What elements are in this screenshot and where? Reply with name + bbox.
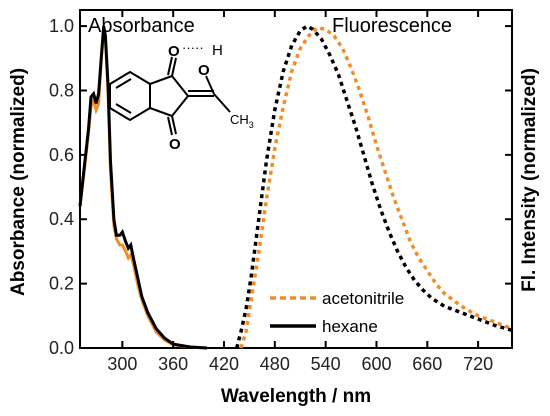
benzene-inner-bond [115,78,132,89]
series-line-fluorescence-hexane [235,24,513,349]
carbonyl-bond-top [171,57,177,77]
x-tick-label: 540 [311,354,341,374]
benzene-inner-bond [115,103,132,114]
y-tick-label: 0.6 [49,145,74,165]
plot-frame [79,9,513,349]
x-tick-label: 600 [361,354,391,374]
carbonyl-bond-bottom [167,116,173,136]
x-tick-label: 720 [463,354,493,374]
enol-bond [205,75,215,95]
x-tick-label: 480 [260,354,290,374]
fluorescence-annotation: Fluorescence [332,15,452,37]
x-tick-label: 420 [209,354,239,374]
legend-label-hexane: hexane [322,317,378,336]
ring-bond [149,75,173,85]
atom-h: H [212,42,223,59]
y-tick-label: 0.4 [49,209,74,229]
y-tick-label: 0.8 [49,80,74,100]
x-tick-label: 360 [158,354,188,374]
absorbance-annotation: Absorbance [88,15,195,37]
atom-o-top: O [168,43,180,60]
y-axis-left-title: Absorbance (normalized) [8,68,29,296]
carbonyl-bond-top [167,56,173,76]
molecule-structure: O ····· H O O CH3 [109,40,254,153]
atom-o-bottom: O [169,136,181,153]
y-axis-right-title: Fl. Intensity (normalized) [519,68,540,292]
hydrogen-bond: ····· [182,40,204,55]
legend: acetonitrile hexane [270,289,404,336]
methyl-group: CH3 [230,112,254,130]
x-axis-title: Wavelength / nm [221,386,371,407]
carbonyl-bond-bottom [171,115,177,135]
x-tick-label: 660 [412,354,442,374]
ring-bond [171,95,189,117]
legend-label-acetonitrile: acetonitrile [322,289,404,308]
y-tick-label: 0.0 [49,338,74,358]
curves [78,24,513,350]
x-tick-label: 300 [107,354,137,374]
ring-bond [149,107,173,117]
axis-ticks: 300 360 420 480 540 600 660 720 0.0 0.2 0.4 0.6 0.8 1… [49,10,512,374]
y-tick-label: 1.0 [49,16,74,36]
y-tick-label: 0.2 [49,274,74,294]
methyl-bond [213,93,231,113]
atom-o-enol: O [198,62,210,79]
series-line-absorbance-hexane [78,25,208,350]
ring-bond [171,75,189,97]
